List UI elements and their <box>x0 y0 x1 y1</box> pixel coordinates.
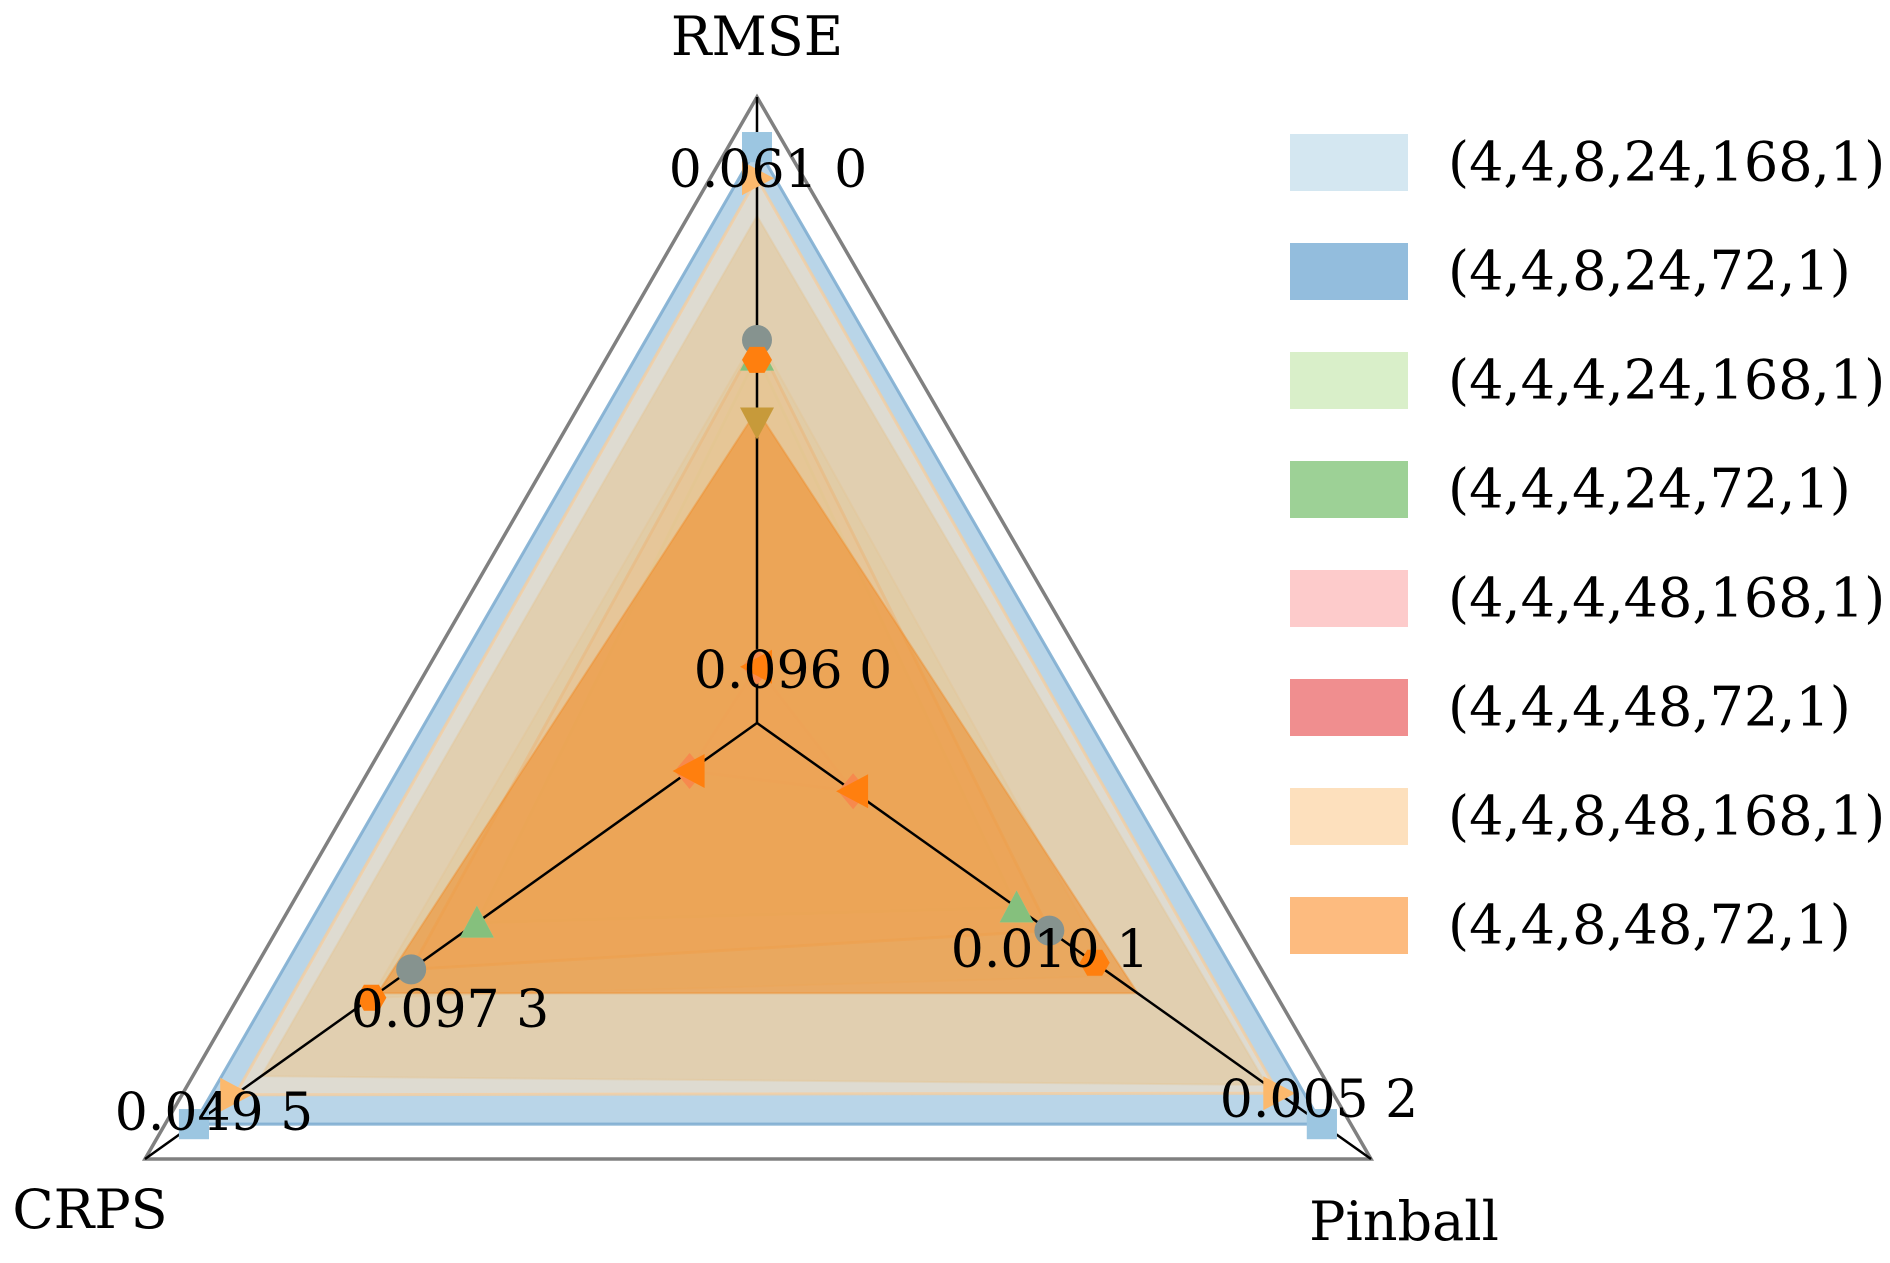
axis-title-rmse: RMSE <box>671 5 843 68</box>
series-markers <box>178 132 1337 1140</box>
axis-title-crps: CRPS <box>12 1178 167 1241</box>
legend-label-2: (4,4,4,24,168,1) <box>1448 349 1885 412</box>
legend-label-1: (4,4,8,24,72,1) <box>1448 240 1851 303</box>
legend-swatch-2 <box>1290 352 1408 409</box>
legend-swatch-6 <box>1290 788 1408 845</box>
axis-best-label-rmse: 0.061 0 <box>669 140 867 200</box>
marker-s1-rmse <box>742 132 772 163</box>
axis-best-label-pinball: 0.005 2 <box>1220 1070 1418 1130</box>
legend-swatch-0 <box>1290 134 1408 191</box>
marker-s1-crps <box>178 1109 209 1140</box>
legend-label-7: (4,4,8,48,72,1) <box>1448 894 1851 957</box>
hex-marker-rmse <box>742 346 772 373</box>
marker-s7-pinball <box>1034 915 1065 946</box>
legend-swatch-1 <box>1290 243 1408 300</box>
legend-swatch-5 <box>1290 679 1408 736</box>
legend-label-3: (4,4,4,24,72,1) <box>1448 458 1851 521</box>
marker-s3-pinball <box>999 890 1034 923</box>
legend-label-5: (4,4,4,48,72,1) <box>1448 676 1851 739</box>
marker-s5-pinball <box>836 774 869 809</box>
legend-swatch-3 <box>1290 461 1408 518</box>
marker-s7-crps <box>396 954 427 985</box>
spoke-crps <box>144 721 758 1161</box>
marker-s1-pinball <box>1306 1109 1337 1140</box>
axis-worst-label-pinball: 0.010 1 <box>951 920 1149 980</box>
marker-s5-rmse <box>740 649 772 684</box>
legend-label-0: (4,4,8,24,168,1) <box>1448 131 1885 194</box>
down-marker-rmse <box>740 407 774 440</box>
marker-s3-crps <box>459 905 494 938</box>
axis-worst-label-rmse: 0.096 0 <box>694 641 892 701</box>
axis-best-label-crps: 0.049 5 <box>115 1083 313 1143</box>
legend: (4,4,8,24,168,1) (4,4,8,24,72,1) (4,4,4,24… <box>1290 131 1885 957</box>
marker-s5-crps <box>672 754 705 788</box>
marker-s6-pinball <box>1263 1076 1296 1111</box>
axis-title-pinball: Pinball <box>1309 1190 1499 1253</box>
hex-marker-crps <box>356 984 387 1011</box>
legend-label-6: (4,4,8,48,168,1) <box>1448 785 1885 848</box>
axis-worst-label-crps: 0.097 3 <box>351 980 549 1040</box>
marker-s6-crps <box>220 1077 253 1112</box>
legend-label-4: (4,4,4,48,168,1) <box>1448 567 1885 630</box>
hex-marker-pinball <box>1079 949 1110 976</box>
marker-s6-rmse <box>742 161 774 196</box>
legend-swatch-7 <box>1290 897 1408 954</box>
axis-labels: RMSE 0.061 0 0.096 0 Pinball 0.005 2 0.010 1 C… <box>12 5 1499 1253</box>
legend-swatch-4 <box>1290 570 1408 627</box>
